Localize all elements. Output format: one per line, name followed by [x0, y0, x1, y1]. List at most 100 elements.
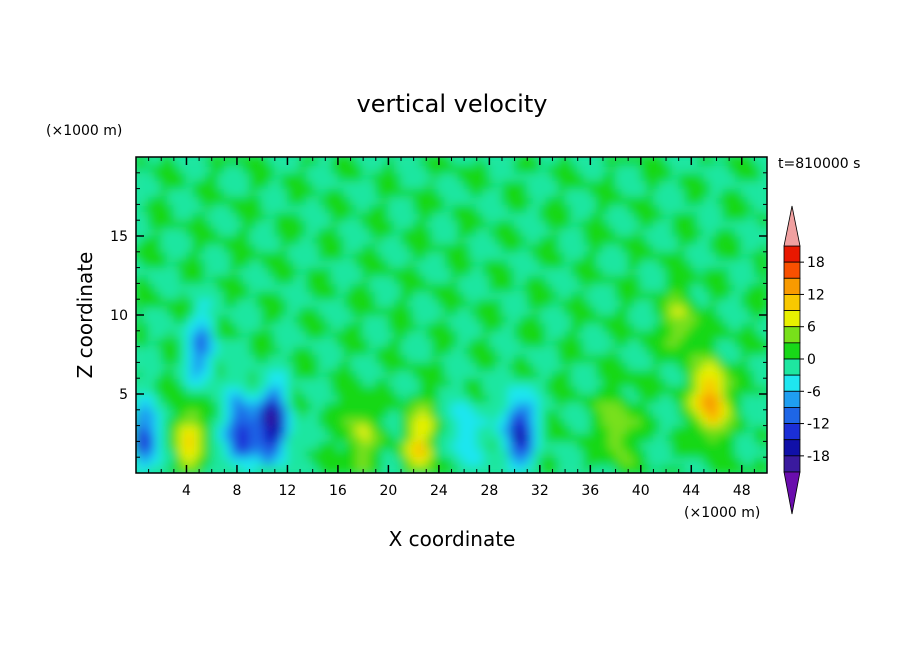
field-cell — [444, 425, 452, 434]
field-cell — [242, 219, 251, 229]
field-cell — [337, 456, 345, 466]
field-cell — [160, 251, 169, 261]
field-cell — [451, 203, 459, 213]
field-cell — [615, 188, 623, 197]
field-cell — [331, 338, 339, 348]
field-cell — [520, 251, 528, 261]
field-cell — [280, 188, 288, 197]
field-cell — [192, 164, 200, 174]
field-cell — [589, 346, 598, 355]
field-cell — [211, 354, 219, 363]
field-cell — [716, 401, 724, 411]
field-cell — [633, 180, 642, 190]
field-cell — [476, 180, 484, 190]
field-cell — [179, 196, 187, 205]
field-cell — [608, 417, 617, 427]
field-cell — [299, 330, 307, 340]
field-cell — [236, 267, 244, 276]
field-cell — [274, 298, 282, 308]
field-cell — [242, 235, 251, 245]
field-cell — [136, 275, 143, 284]
field-cell — [419, 211, 427, 221]
field-cell — [690, 338, 699, 348]
field-cell — [589, 243, 598, 253]
field-cell — [148, 251, 156, 261]
field-cell — [249, 314, 257, 324]
field-cell — [381, 425, 389, 434]
field-cell — [495, 425, 503, 434]
field-cell — [400, 433, 408, 442]
field-cell — [136, 164, 143, 174]
field-cell — [444, 314, 452, 324]
field-cell — [728, 251, 736, 261]
field-cell — [280, 369, 288, 379]
field-cell — [621, 346, 629, 355]
field-cell — [652, 440, 661, 450]
field-cell — [741, 433, 749, 442]
field-cell — [596, 338, 604, 348]
field-cell — [444, 433, 452, 442]
field-cell — [520, 188, 528, 197]
field-cell — [476, 235, 484, 245]
field-cell — [728, 314, 736, 324]
field-cell — [413, 464, 421, 473]
field-cell — [211, 346, 219, 355]
field-cell — [577, 417, 585, 427]
field-cell — [722, 369, 730, 379]
field-cell — [627, 290, 635, 300]
x-tick-label: 16 — [329, 483, 347, 499]
field-cell — [495, 243, 503, 253]
field-cell — [406, 401, 415, 411]
field-cell — [665, 330, 673, 340]
field-cell — [545, 243, 553, 253]
field-cell — [211, 219, 219, 229]
field-cell — [356, 377, 364, 387]
field-cell — [671, 456, 680, 466]
field-cell — [482, 243, 490, 253]
field-cell — [709, 180, 718, 190]
field-cell — [223, 417, 232, 427]
field-cell — [350, 401, 358, 411]
field-cell — [268, 157, 276, 166]
field-cell — [589, 211, 598, 221]
field-cell — [602, 157, 610, 166]
field-cell — [324, 251, 333, 261]
field-cell — [136, 243, 143, 253]
field-cell — [438, 211, 446, 221]
field-cell — [413, 456, 421, 466]
field-cell — [747, 298, 755, 308]
field-cell — [211, 425, 219, 434]
field-cell — [495, 235, 503, 245]
field-cell — [539, 361, 547, 371]
field-cell — [596, 314, 604, 324]
field-cell — [570, 306, 579, 316]
field-cell — [583, 259, 591, 269]
field-cell — [305, 401, 314, 411]
field-cell — [413, 448, 421, 458]
field-cell — [633, 377, 642, 387]
field-cell — [432, 369, 440, 379]
colorbar-bin — [783, 277, 801, 295]
field-cell — [160, 440, 169, 450]
field-cell — [589, 203, 598, 213]
field-cell — [198, 377, 206, 387]
field-cell — [747, 306, 755, 316]
field-cell — [640, 290, 648, 300]
field-cell — [659, 393, 667, 403]
field-cell — [615, 290, 623, 300]
field-cell — [463, 464, 471, 473]
field-cell — [173, 196, 181, 205]
field-cell — [684, 267, 692, 276]
field-cell — [141, 180, 150, 190]
field-cell — [242, 346, 251, 355]
field-cell — [558, 425, 566, 434]
field-cell — [457, 164, 465, 174]
field-cell — [173, 401, 181, 411]
field-cell — [217, 267, 225, 276]
field-cell — [261, 227, 270, 237]
field-cell — [249, 235, 257, 245]
field-cell — [747, 275, 755, 284]
field-cell — [444, 180, 452, 190]
field-cell — [331, 180, 339, 190]
field-cell — [204, 346, 213, 355]
